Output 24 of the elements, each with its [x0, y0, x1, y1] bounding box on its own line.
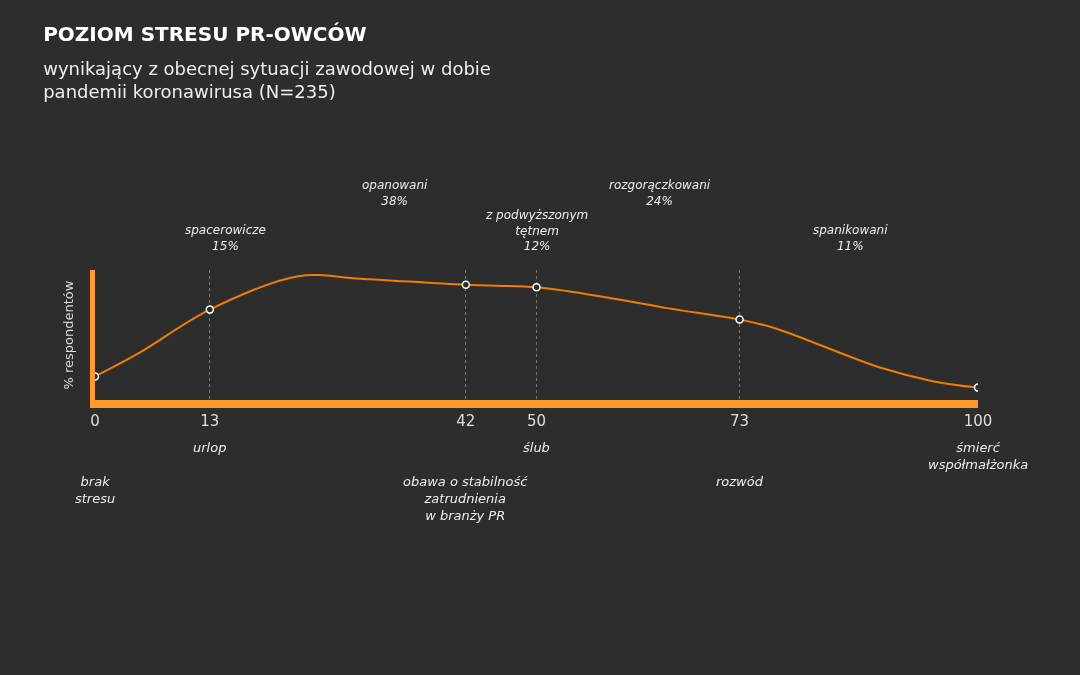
text: spacerowicze 15%: [185, 223, 266, 253]
text: brak stresu: [75, 474, 116, 506]
text: opanowani 38%: [362, 178, 429, 208]
x-tick-label: 0: [90, 412, 100, 430]
x-tick-label: 100: [963, 412, 993, 430]
text: śmierć współmałżonka: [928, 440, 1029, 472]
text: spanikowani 11%: [813, 223, 889, 253]
text: ślub: [523, 440, 550, 455]
text: rozgorączkowani 24%: [609, 178, 711, 208]
chart-subtitle: wynikający z obecnej sytuacji zawodowej w dobie pandemii koronawirusa (N=235): [43, 57, 491, 103]
point: [532, 283, 541, 292]
text: obawa o stabilność zatrudnienia w branży PR: [403, 474, 529, 523]
x-tick-label: 13: [200, 412, 220, 430]
point: [205, 305, 215, 314]
point: [461, 280, 471, 290]
text: rozwód: [716, 474, 764, 489]
y-axis-title: % respondentów: [60, 280, 76, 390]
text: urlop: [193, 440, 227, 455]
text: z podwyższonym tętnem 12%: [485, 208, 589, 254]
x-tick-label: 73: [730, 412, 750, 430]
point: [735, 315, 744, 324]
chart-title: POZIOM STRESU PR-OWCÓW: [43, 22, 367, 46]
x-tick-label: 42: [456, 412, 476, 430]
x-tick-label: 50: [526, 412, 547, 430]
